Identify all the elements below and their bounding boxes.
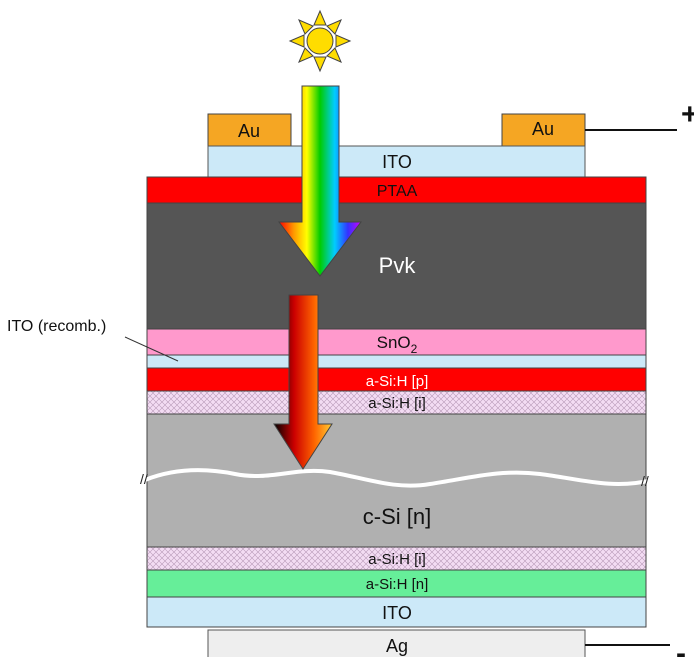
csi-layer [146,413,647,548]
ito-bottom-label: ITO [382,603,412,623]
asih-p-top-label: a-Si:H [p] [366,373,429,390]
axis-break-icon: // [140,471,148,487]
ito-recomb-layer [146,354,647,369]
csi-label: c-Si [n] [363,504,431,529]
ptaa-label: PTAA [377,183,418,200]
sun-icon [288,9,352,73]
red-arrow-icon [273,294,333,470]
ito-recomb-annotation: ITO (recomb.) [7,318,106,335]
sno2-label: SnO2 [377,333,418,356]
asih-i-top-label: a-Si:H [i] [368,395,426,412]
pvk-label: Pvk [379,253,417,278]
asih-n-bottom-label: a-Si:H [n] [366,576,429,593]
plus-terminal: + [681,98,694,131]
sno2-layer [146,328,647,356]
rainbow-arrow-icon [277,85,363,277]
ito-recomb-leader-line [124,336,179,362]
axis-break-icon-right: // [641,473,649,489]
au-right-label: Au [532,119,554,139]
ag-label: Ag [386,636,408,656]
ptaa-layer [146,176,647,204]
csi-break-wave [144,468,649,488]
asih-i-bottom-label: a-Si:H [i] [368,551,426,568]
ito-top-label: ITO [382,152,412,172]
au-contact-right [501,113,586,147]
au-left-label: Au [238,121,260,141]
minus-terminal: - [676,637,686,657]
pvk-layer [146,202,647,330]
ito-bottom-layer [146,596,647,628]
asih-n-bottom-layer [146,569,647,598]
au-contact-left [207,113,292,147]
ag-layer [207,629,586,657]
